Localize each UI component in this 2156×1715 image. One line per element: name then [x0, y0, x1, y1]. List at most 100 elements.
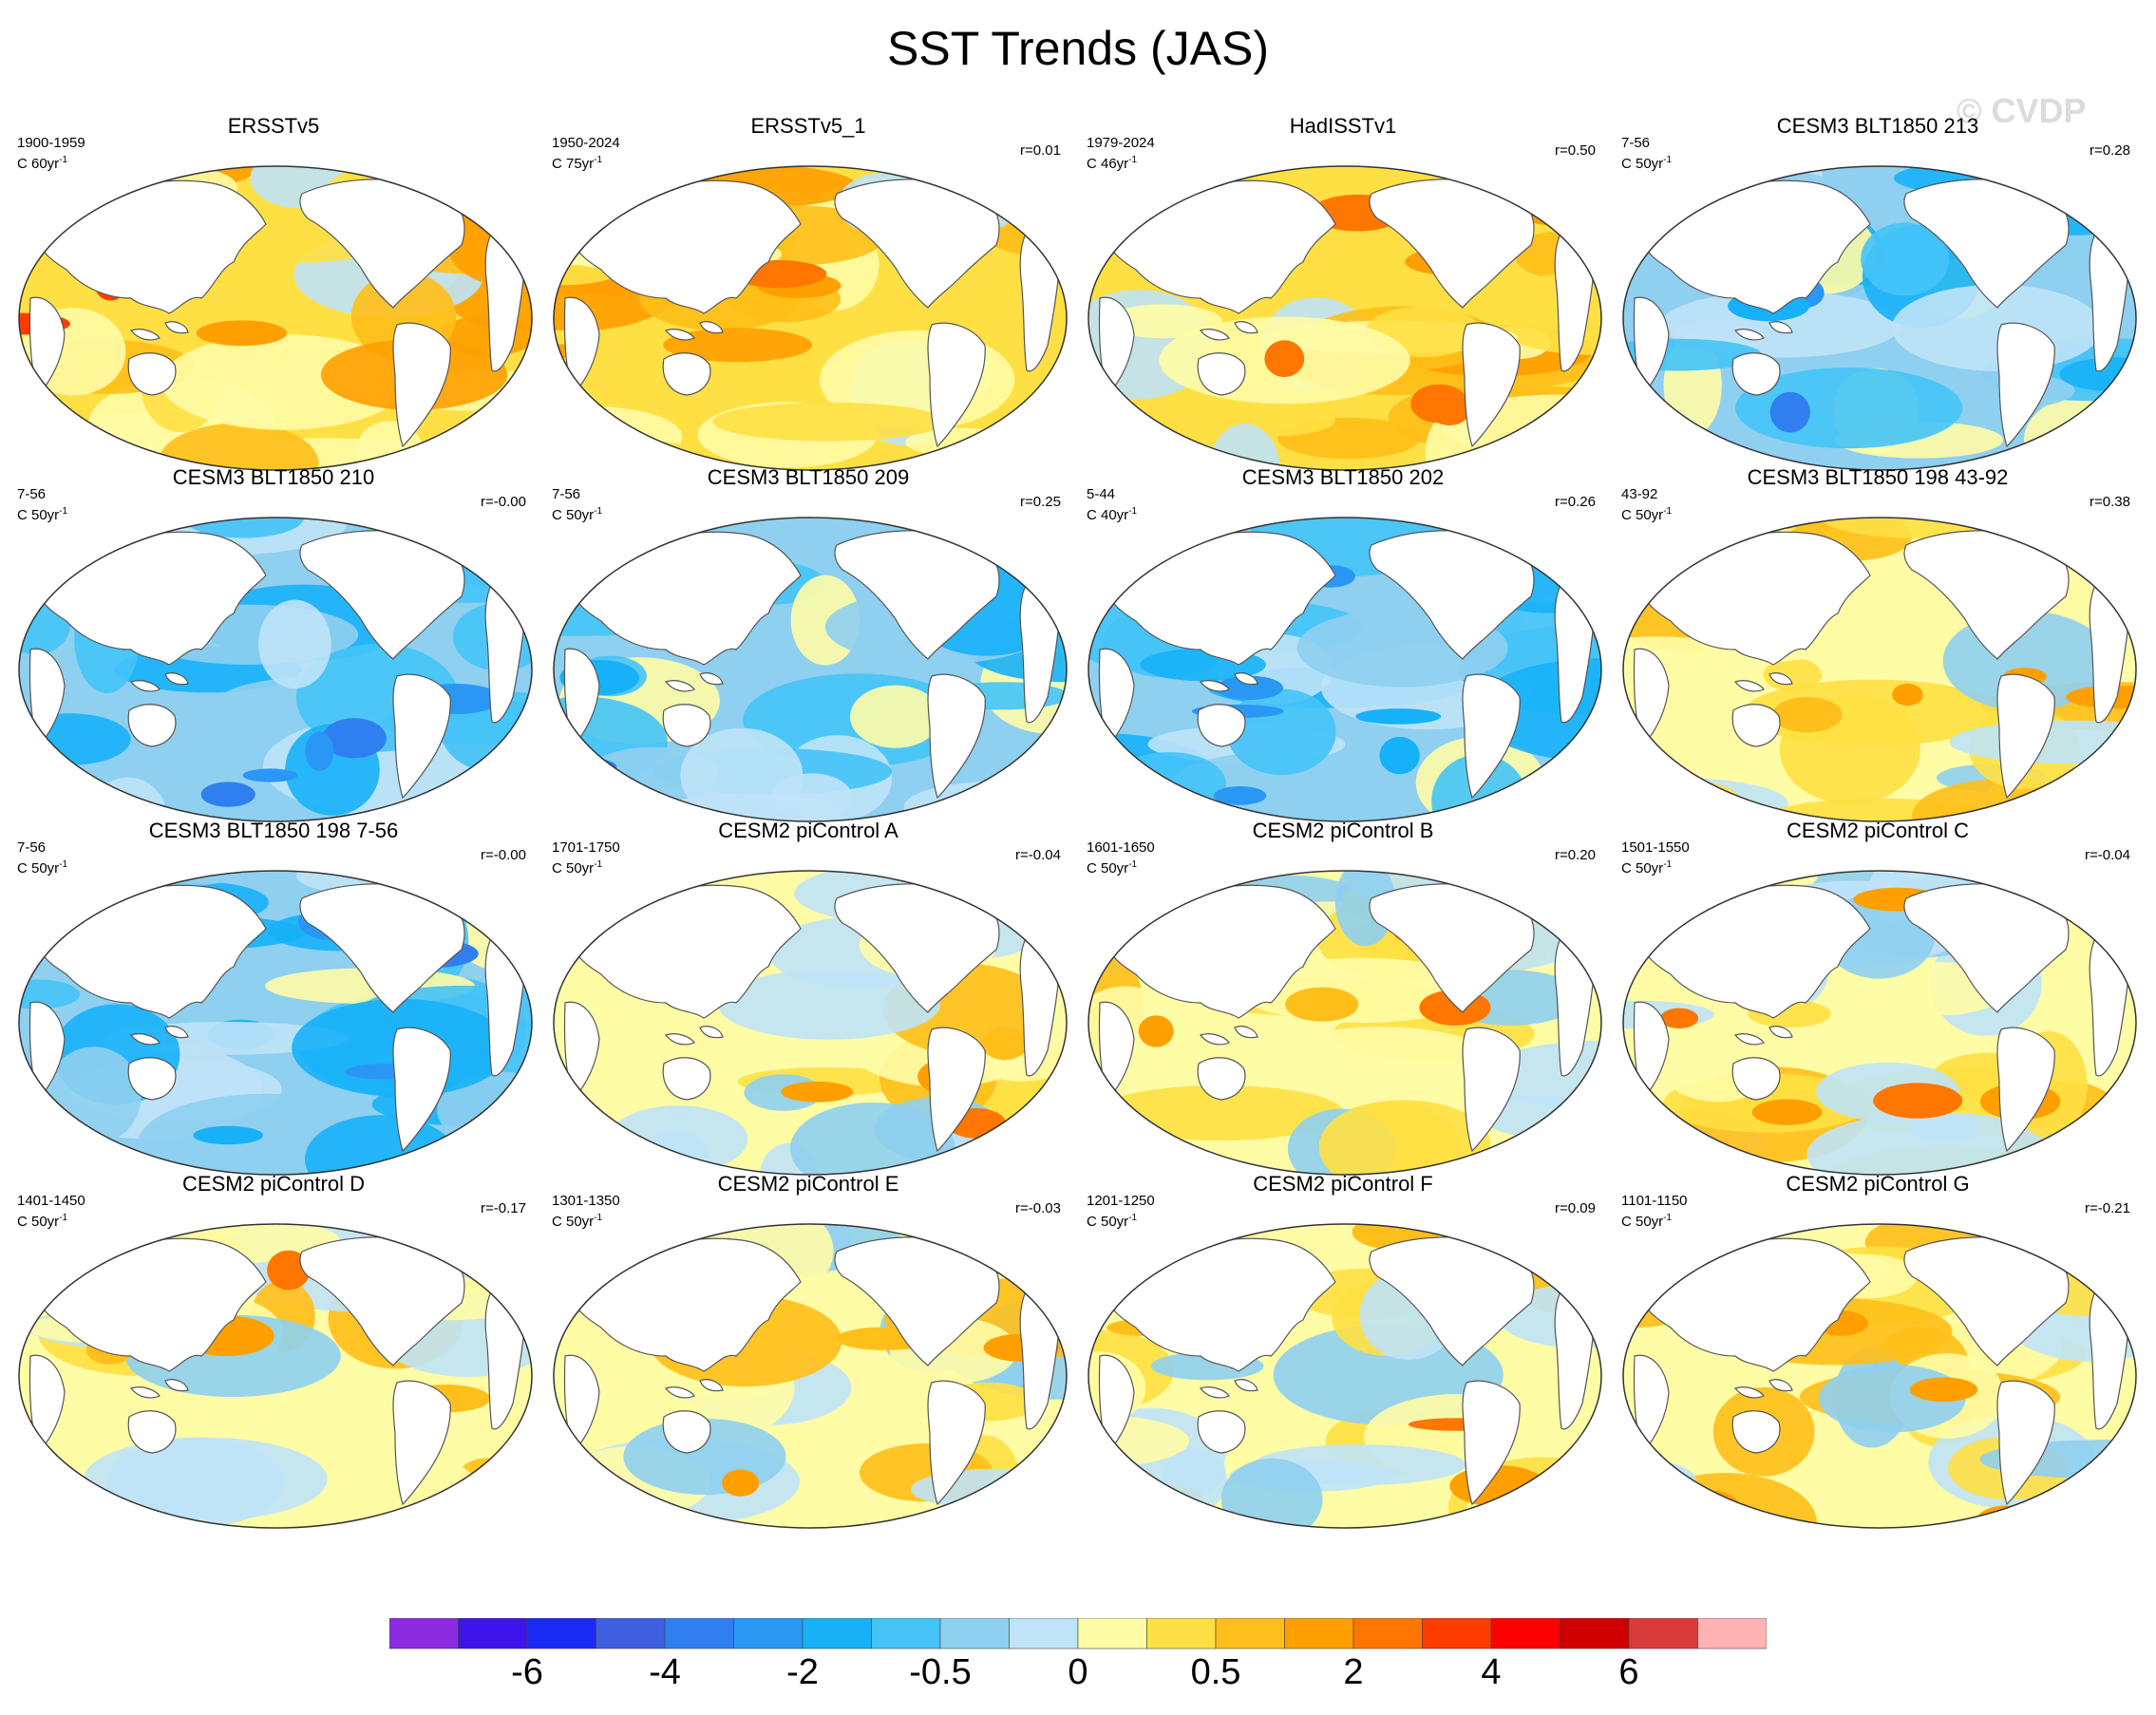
map-frame	[1622, 870, 2137, 1176]
land-mass	[414, 521, 464, 546]
colorbar-swatch	[1560, 1618, 1630, 1649]
land-mass	[699, 1379, 724, 1392]
colorbar-swatch	[939, 1618, 1010, 1649]
robinson-map	[1087, 1223, 1602, 1529]
land-mass	[1633, 648, 1670, 746]
land-mass	[570, 179, 802, 314]
land-mass	[1768, 1379, 1793, 1392]
panel-trend-units: C 60yr-1	[17, 152, 67, 173]
robinson-map	[1622, 870, 2137, 1176]
panel-trend-units: C 40yr-1	[1087, 503, 1137, 524]
land-mass	[129, 1386, 161, 1399]
panel-correlation: r=-0.17	[481, 1200, 526, 1216]
land-mass	[1197, 1057, 1246, 1101]
land-mass	[1197, 352, 1246, 396]
panel-title: ERSSTv5	[227, 114, 320, 138]
land-mass	[1731, 352, 1781, 396]
land-mass	[1199, 329, 1230, 341]
land-mass	[392, 1027, 451, 1153]
sst-field	[19, 166, 532, 470]
land-mass	[1733, 1033, 1765, 1046]
map-panel: ERSSTv5_1 1950-2024 C 75yr-1 r=0.01	[542, 114, 1074, 471]
trend-units-text: C 50yr	[552, 860, 595, 876]
land-mass	[1105, 1237, 1336, 1372]
land-mass	[1462, 1380, 1521, 1506]
map-panel: CESM3 BLT1850 198 43-92 43-92 C 50yr-1 r=0.…	[1612, 465, 2144, 822]
map-panel: CESM2 piControl D 1401-1450 C 50yr-1 r=-0.1…	[8, 1172, 539, 1529]
land-mass	[699, 672, 724, 686]
colorbar-swatch	[733, 1618, 804, 1649]
land-mass	[164, 321, 189, 334]
trend-units-text: C 50yr	[17, 860, 60, 876]
panel-correlation: r=-0.21	[2085, 1200, 2130, 1216]
panel-correlation: r=0.09	[1555, 1200, 1596, 1216]
land-mass	[1234, 321, 1258, 334]
panel-title: CESM3 BLT1850 210	[172, 465, 375, 489]
trend-units-text: C 50yr	[552, 507, 595, 523]
land-mass	[1484, 1228, 1534, 1253]
land-mass	[927, 322, 986, 448]
map-panel: ERSSTv5 1900-1959 C 60yr-1	[8, 114, 539, 471]
land-mass	[1733, 680, 1765, 692]
panel-period: 1101-1150	[1621, 1193, 1688, 1209]
colorbar-swatch	[871, 1618, 941, 1649]
map-panel: CESM2 piControl F 1201-1250 C 50yr-1 r=0.09	[1077, 1172, 1609, 1529]
panel-title: ERSSTv5_1	[750, 114, 866, 138]
map-frame	[1622, 1223, 2137, 1529]
trend-units-exponent: -1	[594, 155, 603, 165]
land-mass	[1484, 170, 1534, 195]
land-mass	[28, 648, 66, 746]
trend-units-text: C 50yr	[17, 1214, 60, 1230]
panel-period: 1701-1750	[552, 839, 620, 856]
land-mass	[2018, 521, 2069, 546]
panel-correlation: r=0.28	[2090, 142, 2130, 159]
panel-trend-units: C 50yr-1	[552, 1210, 602, 1231]
panel-correlation: r=0.38	[2090, 494, 2130, 510]
land-mass	[129, 1033, 161, 1046]
land-mass	[664, 680, 695, 692]
sst-field	[554, 871, 1067, 1175]
panel-trend-units: C 50yr-1	[1621, 152, 1672, 173]
panel-trend-units: C 46yr-1	[1087, 152, 1137, 173]
land-mass	[414, 1228, 464, 1253]
land-mass	[1731, 704, 1781, 747]
colorbar-swatch	[802, 1618, 872, 1649]
land-mass	[563, 1001, 600, 1100]
map-panel: CESM2 piControl A 1701-1750 C 50yr-1 r=-0.0…	[542, 819, 1074, 1176]
land-mass	[28, 1001, 66, 1100]
trend-units-exponent: -1	[59, 155, 68, 165]
robinson-map	[1622, 517, 2137, 822]
colorbar-swatch	[1490, 1618, 1560, 1649]
panel-period: 7-56	[1621, 135, 1651, 151]
sst-field	[554, 1224, 1067, 1528]
colorbar-swatch	[1009, 1618, 1079, 1649]
panel-correlation: r=-0.00	[481, 847, 526, 863]
land-mass	[164, 672, 189, 686]
land-mass	[1633, 1354, 1670, 1453]
land-mass	[699, 321, 724, 334]
land-mass	[1462, 1027, 1521, 1153]
panel-correlation: r=0.01	[1020, 142, 1061, 159]
land-mass	[35, 1237, 267, 1372]
land-mass	[1098, 648, 1135, 746]
trend-units-exponent: -1	[1663, 506, 1673, 517]
land-mass	[1197, 704, 1246, 747]
land-mass	[1733, 329, 1765, 341]
land-mass	[1996, 1380, 2055, 1506]
map-panel: HadISSTv1 1979-2024 C 46yr-1 r=0.50	[1077, 114, 1609, 471]
land-mass	[949, 875, 999, 899]
map-frame	[553, 1223, 1068, 1529]
robinson-map	[553, 1223, 1068, 1529]
panel-trend-units: C 50yr-1	[1087, 1210, 1137, 1231]
land-mass	[1996, 322, 2055, 448]
robinson-map	[1622, 1223, 2137, 1529]
panel-period: 1201-1250	[1087, 1193, 1155, 1209]
robinson-map	[18, 165, 533, 471]
colorbar-swatch	[1697, 1618, 1767, 1649]
trend-units-text: C 50yr	[1621, 507, 1664, 523]
robinson-map	[553, 517, 1068, 822]
land-mass	[1633, 1001, 1670, 1100]
land-mass	[662, 704, 711, 747]
land-mass	[1199, 1033, 1230, 1046]
panel-correlation: r=0.26	[1555, 494, 1596, 510]
